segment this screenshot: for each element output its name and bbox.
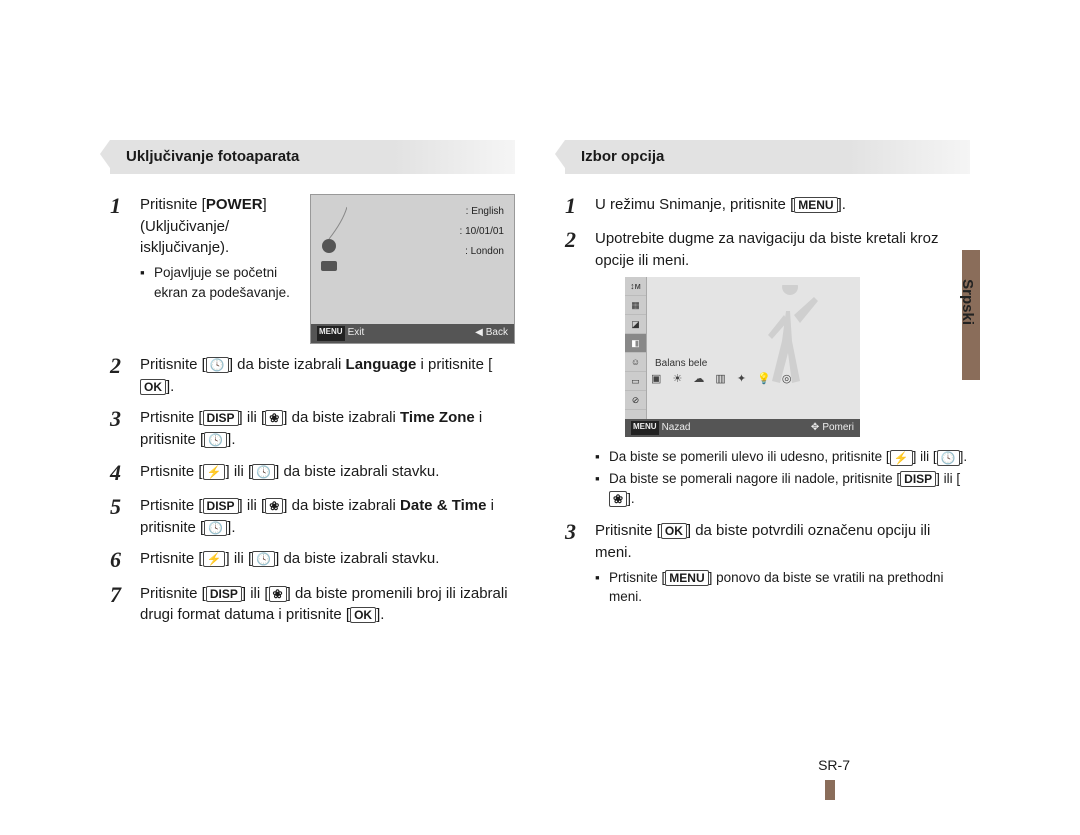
flash-icon: ⚡	[203, 551, 226, 567]
step-bullets: ▪Prtisnite [MENU] ponovo da biste se vra…	[595, 568, 970, 607]
step-number: 1	[110, 194, 140, 344]
setup-screen: : English : 10/01/01 : London MENU Exit …	[310, 194, 515, 344]
screen-bottombar: MENU Exit ◀ Back	[311, 324, 514, 343]
timer-icon: 🕓	[937, 450, 960, 466]
disp-icon: DISP	[203, 410, 239, 426]
options-screen: ↕м▦◪◧☺▭⊘ Balans bele ▣ ☀ ☁ ▥ ✦ 💡 ◎ MENU …	[625, 277, 860, 437]
step-body: Pritisnite [🕓] da biste izabrali Languag…	[140, 354, 515, 398]
move-icon: ✥	[811, 421, 819, 436]
step-row: 7 Pritisnite [DISP] ili [❀] da biste pro…	[110, 583, 515, 627]
step-number: 3	[565, 520, 595, 609]
screen-bottombar: MENU Nazad ✥ Pomeri	[625, 419, 860, 438]
menu-icon: MENU	[317, 326, 345, 341]
menu-icon: MENU	[794, 197, 837, 213]
flower-icon: ❀	[269, 586, 287, 602]
step-body: : English : 10/01/01 : London MENU Exit …	[140, 194, 515, 344]
wb-icons: ▣ ☀ ☁ ▥ ✦ 💡 ◎	[651, 372, 796, 388]
screen-language: : English	[466, 205, 504, 220]
exit-label: Exit	[348, 326, 365, 341]
step-number: 2	[110, 354, 140, 398]
back-label: Back	[486, 326, 508, 341]
page-number: SR-7	[818, 755, 850, 775]
step-row: 3 Prtisnite [DISP] ili [❀] da biste izab…	[110, 407, 515, 451]
balans-label: Balans bele	[655, 357, 707, 372]
flower-icon: ❀	[609, 491, 627, 507]
page-number-bar	[825, 780, 835, 800]
back-arrow-icon: ◀	[475, 326, 483, 341]
screen-date: : 10/01/01	[460, 225, 504, 240]
step-number: 6	[110, 548, 140, 572]
step-row: 2 Pritisnite [🕓] da biste izabrali Langu…	[110, 354, 515, 398]
disp-icon: DISP	[203, 498, 239, 514]
timer-icon: 🕓	[206, 357, 229, 373]
section-header-left: Uključivanje fotoaparata	[110, 140, 515, 174]
menu-icon: MENU	[631, 421, 659, 436]
timer-icon: 🕓	[252, 464, 275, 480]
ok-icon: OK	[140, 379, 166, 395]
ok-icon: OK	[350, 607, 376, 623]
step-text: Pritisnite [POWER] (Uključivanje/ isklju…	[140, 196, 267, 257]
flower-icon: ❀	[265, 498, 283, 514]
timer-icon: 🕓	[204, 432, 227, 448]
section-header-right: Izbor opcija	[565, 140, 970, 174]
flower-icon: ❀	[265, 410, 283, 426]
step-number: 1	[565, 194, 595, 218]
step-row: 5 Prtisnite [DISP] ili [❀] da biste izab…	[110, 495, 515, 539]
step-row: 1 : English : 10/01/01 : London MENU Exi…	[110, 194, 515, 344]
step-number: 3	[110, 407, 140, 451]
left-column: Uključivanje fotoaparata 1 : English : 1…	[110, 140, 515, 636]
step-row: 1 U režimu Snimanje, pritisnite [MENU].	[565, 194, 970, 218]
step-row: 6 Prtisnite [⚡] ili [🕓] da biste izabral…	[110, 548, 515, 572]
step-row: 4 Prtisnite [⚡] ili [🕓] da biste izabral…	[110, 461, 515, 485]
timer-icon: 🕓	[252, 551, 275, 567]
ok-icon: OK	[661, 523, 687, 539]
step-number: 2	[565, 228, 595, 510]
step-row: 2 Upotrebite dugme za navigaciju da bist…	[565, 228, 970, 510]
step-bullets: ▪Da biste se pomerili ulevo ili udesno, …	[595, 447, 970, 508]
step-number: 5	[110, 495, 140, 539]
screen-left-strip: ↕м▦◪◧☺▭⊘	[625, 277, 647, 437]
flash-icon: ⚡	[203, 464, 226, 480]
pomeri-label: Pomeri	[822, 421, 854, 436]
disp-icon: DISP	[900, 471, 936, 487]
step-row: 3 Pritisnite [OK] da biste potvrdili ozn…	[565, 520, 970, 609]
flash-icon: ⚡	[890, 450, 913, 466]
menu-icon: MENU	[665, 570, 708, 586]
step-number: 4	[110, 461, 140, 485]
right-column: Izbor opcija 1 U režimu Snimanje, pritis…	[565, 140, 970, 636]
language-label: Srpski	[956, 279, 978, 325]
step-number: 7	[110, 583, 140, 627]
disp-icon: DISP	[206, 586, 242, 602]
timer-icon: 🕓	[204, 520, 227, 536]
screen-zone: : London	[465, 245, 504, 260]
nazad-label: Nazad	[662, 421, 691, 436]
